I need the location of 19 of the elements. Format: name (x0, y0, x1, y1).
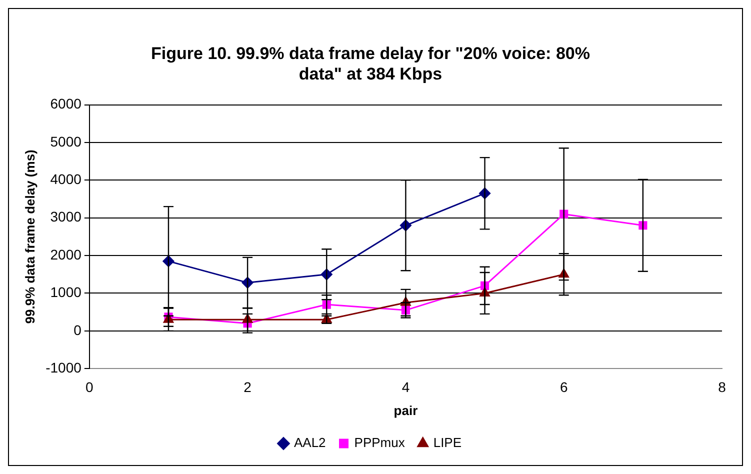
x-tick-label: 4 (402, 378, 410, 395)
y-tick-label: 2000 (50, 246, 82, 262)
y-axis-title: 99.9% data frame delay (ms) (22, 150, 38, 324)
y-tick-label: 4000 (50, 171, 82, 188)
legend-label: LIPE (433, 435, 462, 450)
legend-label: PPPmux (354, 435, 406, 450)
x-tick-label: 6 (560, 378, 568, 395)
y-tick-label: 1000 (50, 284, 82, 300)
x-axis-title: pair (394, 402, 418, 418)
legend-label: AAL2 (294, 435, 326, 450)
y-tick-label: 0 (74, 322, 82, 338)
y-tick-label: 5000 (50, 133, 82, 150)
y-tick-label: 6000 (50, 96, 82, 112)
x-tick-label: 2 (244, 378, 252, 395)
x-tick-label: 8 (718, 378, 726, 395)
chart-title: Figure 10. 99.9% data frame delay for "20% voice: 80% data" at 384 Kbps (151, 44, 590, 84)
y-tick-label: -1000 (46, 359, 82, 376)
x-tick-label: 0 (86, 378, 94, 395)
y-tick-label: 3000 (50, 208, 82, 225)
